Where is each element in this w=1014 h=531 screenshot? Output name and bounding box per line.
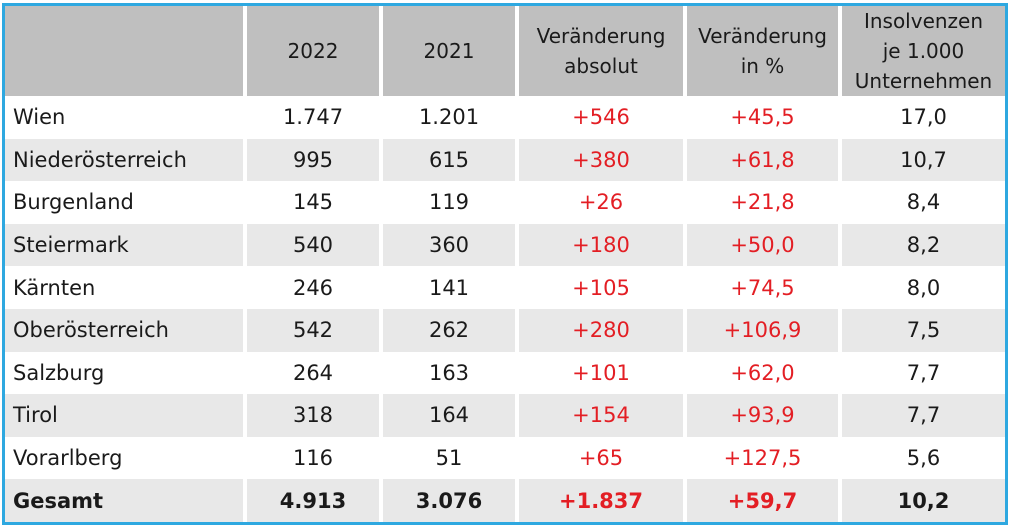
value-2021-cell: 360 bbox=[379, 223, 517, 267]
change-absolute-cell: +101 bbox=[515, 351, 685, 395]
change-absolute-cell: +154 bbox=[515, 394, 685, 437]
value-2022-cell: 1.747 bbox=[243, 96, 381, 139]
header-line: Veränderung bbox=[536, 24, 666, 48]
per-1000-cell: 8,0 bbox=[838, 266, 1005, 309]
table-row: Niederösterreich 995 615 +380 +61,8 10,7 bbox=[5, 138, 1005, 182]
value-2021-cell: 1.201 bbox=[379, 96, 517, 139]
table-row: Tirol 318 164 +154 +93,9 7,7 bbox=[5, 394, 1005, 437]
table-header-row: 2022 2021 Veränderung absolut Veränderung in … bbox=[5, 6, 1005, 96]
table-body: Wien 1.747 1.201 +546 +45,5 17,0 Niederösterre… bbox=[5, 96, 1005, 522]
value-2021-cell: 163 bbox=[379, 351, 517, 395]
change-percent-cell: +106,9 bbox=[683, 308, 840, 352]
header-line: in % bbox=[740, 54, 785, 78]
change-percent-cell: +93,9 bbox=[683, 394, 840, 437]
per-1000-cell: 8,4 bbox=[838, 181, 1005, 224]
per-1000-cell: 7,7 bbox=[838, 351, 1005, 395]
value-2021-cell: 615 bbox=[379, 138, 517, 182]
change-absolute-cell: +546 bbox=[515, 96, 685, 139]
change-absolute-cell: +1.837 bbox=[515, 479, 685, 522]
header-change-absolute: Veränderung absolut bbox=[515, 6, 685, 96]
header-2021: 2021 bbox=[379, 6, 517, 96]
change-percent-cell: +50,0 bbox=[683, 223, 840, 267]
region-cell: Oberösterreich bbox=[5, 308, 245, 352]
value-2021-cell: 3.076 bbox=[379, 479, 517, 522]
table-row: Oberösterreich 542 262 +280 +106,9 7,5 bbox=[5, 308, 1005, 352]
header-line: 2021 bbox=[423, 39, 475, 63]
insolvency-table-frame: 2022 2021 Veränderung absolut Veränderung in … bbox=[2, 3, 1008, 525]
value-2022-cell: 540 bbox=[243, 223, 381, 267]
value-2022-cell: 145 bbox=[243, 181, 381, 224]
value-2022-cell: 246 bbox=[243, 266, 381, 309]
change-percent-cell: +59,7 bbox=[683, 479, 840, 522]
value-2022-cell: 4.913 bbox=[243, 479, 381, 522]
region-cell: Vorarlberg bbox=[5, 436, 245, 480]
table-row: Burgenland 145 119 +26 +21,8 8,4 bbox=[5, 181, 1005, 224]
header-line: je 1.000 bbox=[882, 39, 965, 63]
header-line: 2022 bbox=[287, 39, 339, 63]
value-2022-cell: 542 bbox=[243, 308, 381, 352]
table-row: Kärnten 246 141 +105 +74,5 8,0 bbox=[5, 266, 1005, 309]
region-cell: Niederösterreich bbox=[5, 138, 245, 182]
insolvency-table: 2022 2021 Veränderung absolut Veränderung in … bbox=[5, 6, 1005, 522]
value-2021-cell: 262 bbox=[379, 308, 517, 352]
table-row: Wien 1.747 1.201 +546 +45,5 17,0 bbox=[5, 96, 1005, 139]
region-cell: Tirol bbox=[5, 394, 245, 437]
table-row: Salzburg 264 163 +101 +62,0 7,7 bbox=[5, 351, 1005, 395]
header-2022: 2022 bbox=[243, 6, 381, 96]
header-change-percent: Veränderung in % bbox=[683, 6, 840, 96]
value-2021-cell: 119 bbox=[379, 181, 517, 224]
header-insolvencies-per-1000: Insolvenzen je 1.000 Unternehmen bbox=[838, 6, 1005, 96]
change-absolute-cell: +105 bbox=[515, 266, 685, 309]
value-2021-cell: 164 bbox=[379, 394, 517, 437]
per-1000-cell: 5,6 bbox=[838, 436, 1005, 480]
value-2022-cell: 318 bbox=[243, 394, 381, 437]
value-2022-cell: 264 bbox=[243, 351, 381, 395]
value-2021-cell: 141 bbox=[379, 266, 517, 309]
header-line: Insolvenzen bbox=[863, 9, 984, 33]
table-total-row: Gesamt 4.913 3.076 +1.837 +59,7 10,2 bbox=[5, 479, 1005, 522]
per-1000-cell: 10,2 bbox=[838, 479, 1005, 522]
per-1000-cell: 8,2 bbox=[838, 223, 1005, 267]
change-percent-cell: +21,8 bbox=[683, 181, 840, 224]
region-cell: Kärnten bbox=[5, 266, 245, 309]
change-absolute-cell: +280 bbox=[515, 308, 685, 352]
per-1000-cell: 17,0 bbox=[838, 96, 1005, 139]
region-cell: Steiermark bbox=[5, 223, 245, 267]
change-absolute-cell: +180 bbox=[515, 223, 685, 267]
value-2021-cell: 51 bbox=[379, 436, 517, 480]
change-percent-cell: +62,0 bbox=[683, 351, 840, 395]
table-row: Steiermark 540 360 +180 +50,0 8,2 bbox=[5, 223, 1005, 267]
change-percent-cell: +61,8 bbox=[683, 138, 840, 182]
change-percent-cell: +45,5 bbox=[683, 96, 840, 139]
header-line: Veränderung bbox=[698, 24, 827, 48]
header-line: absolut bbox=[564, 54, 638, 78]
region-cell: Gesamt bbox=[5, 479, 245, 522]
per-1000-cell: 7,7 bbox=[838, 394, 1005, 437]
region-cell: Wien bbox=[5, 96, 245, 139]
region-cell: Salzburg bbox=[5, 351, 245, 395]
change-absolute-cell: +26 bbox=[515, 181, 685, 224]
change-percent-cell: +127,5 bbox=[683, 436, 840, 480]
table-row: Vorarlberg 116 51 +65 +127,5 5,6 bbox=[5, 436, 1005, 480]
change-percent-cell: +74,5 bbox=[683, 266, 840, 309]
header-region bbox=[5, 6, 245, 96]
value-2022-cell: 116 bbox=[243, 436, 381, 480]
header-line: Unternehmen bbox=[854, 69, 993, 93]
change-absolute-cell: +380 bbox=[515, 138, 685, 182]
region-cell: Burgenland bbox=[5, 181, 245, 224]
per-1000-cell: 10,7 bbox=[838, 138, 1005, 182]
change-absolute-cell: +65 bbox=[515, 436, 685, 480]
value-2022-cell: 995 bbox=[243, 138, 381, 182]
per-1000-cell: 7,5 bbox=[838, 308, 1005, 352]
